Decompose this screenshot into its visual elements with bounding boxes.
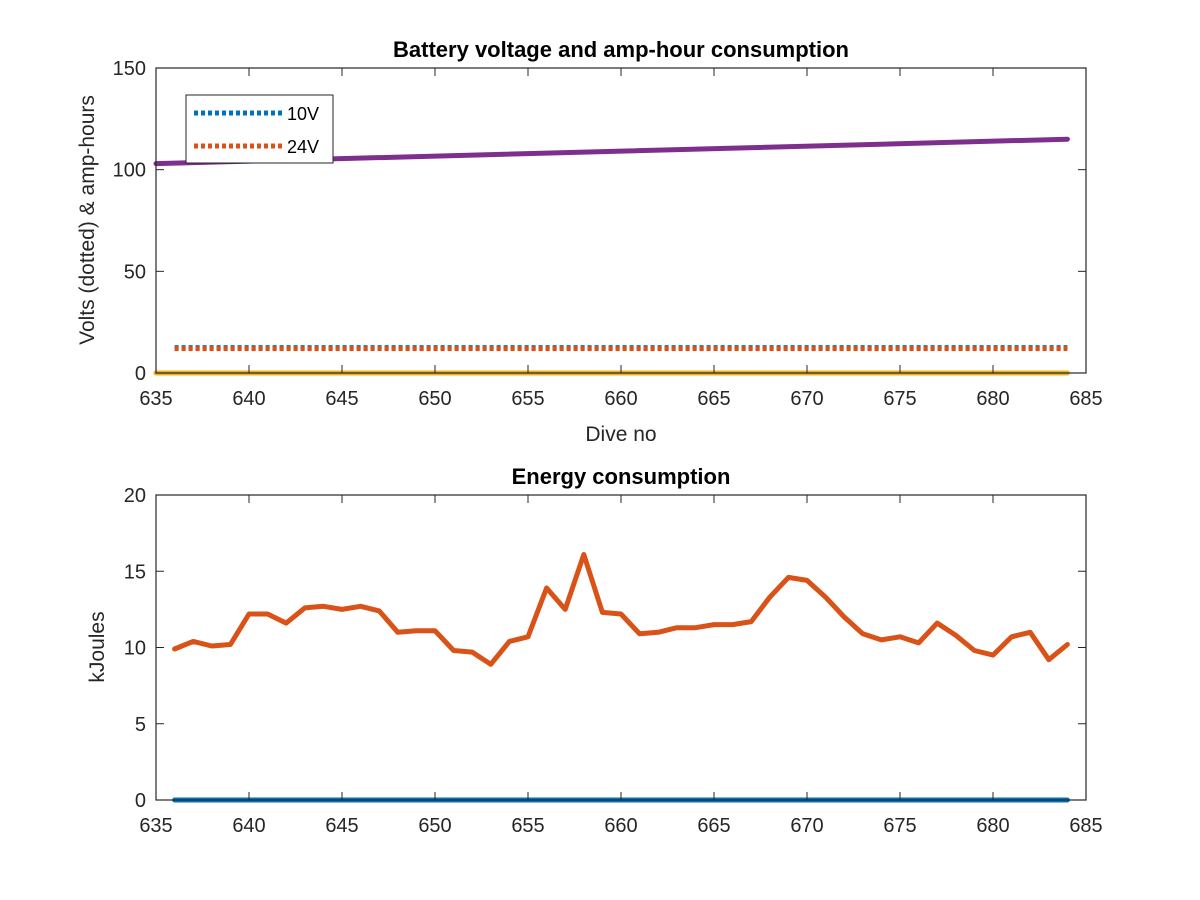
energy-y-axis-label: kJoules: [86, 611, 109, 682]
y-tick-label: 50: [124, 261, 146, 283]
energy-line: [172, 552, 1070, 667]
x-tick-label: 655: [511, 815, 544, 837]
x-tick-label: 635: [139, 815, 172, 837]
x-tick-label: 640: [232, 815, 265, 837]
x-tick-label: 685: [1069, 388, 1102, 410]
legend-box: [185, 94, 334, 164]
x-tick-label: 685: [1069, 815, 1102, 837]
x-tick-label: 645: [325, 815, 358, 837]
x-tick-label: 670: [790, 815, 823, 837]
x-tick-label: 655: [511, 388, 544, 410]
x-tick-label: 680: [976, 388, 1009, 410]
y-tick-label: 150: [113, 58, 146, 80]
y-tick-label: 0: [135, 363, 146, 385]
battery-voltage-panel: 635 640 645 650 655 660 665 670 675 680 685 0 50 100 1…: [76, 37, 1103, 446]
x-tick-label: 675: [883, 388, 916, 410]
energy-consumption-panel: 635 640 645 650 655 660 665 670 675 680 685 0 5 10 15 2…: [86, 464, 1103, 837]
y-tick-label: 100: [113, 160, 146, 182]
y-tick-label: 20: [124, 485, 146, 507]
battery-ticks: 635 640 645 650 655 660 665 670 675 680 685 0 50 100 1…: [113, 58, 1103, 410]
energy-ticks: 635 640 645 650 655 660 665 670 675 680 685 0 5 10 15 2…: [124, 485, 1103, 837]
x-tick-label: 675: [883, 815, 916, 837]
y-tick-label: 10: [124, 638, 146, 660]
y-tick-label: 15: [124, 561, 146, 583]
battery-x-axis-label: Dive no: [585, 423, 656, 446]
y-tick-label: 5: [135, 714, 146, 736]
x-tick-label: 660: [604, 388, 637, 410]
x-tick-label: 665: [697, 815, 730, 837]
x-tick-label: 665: [697, 388, 730, 410]
x-tick-label: 650: [418, 815, 451, 837]
x-tick-label: 640: [232, 388, 265, 410]
x-tick-label: 635: [139, 388, 172, 410]
x-tick-label: 680: [976, 815, 1009, 837]
legend-label-10v: 10V: [287, 104, 319, 124]
x-tick-label: 645: [325, 388, 358, 410]
x-tick-label: 650: [418, 388, 451, 410]
energy-chart-title: Energy consumption: [512, 464, 731, 489]
battery-y-axis-label: Volts (dotted) & amp-hours: [76, 95, 99, 345]
legend-label-24v: 24V: [287, 137, 319, 157]
battery-chart-title: Battery voltage and amp-hour consumption: [393, 37, 849, 62]
y-tick-label: 0: [135, 790, 146, 812]
battery-legend: 10V 24V: [185, 94, 334, 164]
x-tick-label: 660: [604, 815, 637, 837]
x-tick-label: 670: [790, 388, 823, 410]
